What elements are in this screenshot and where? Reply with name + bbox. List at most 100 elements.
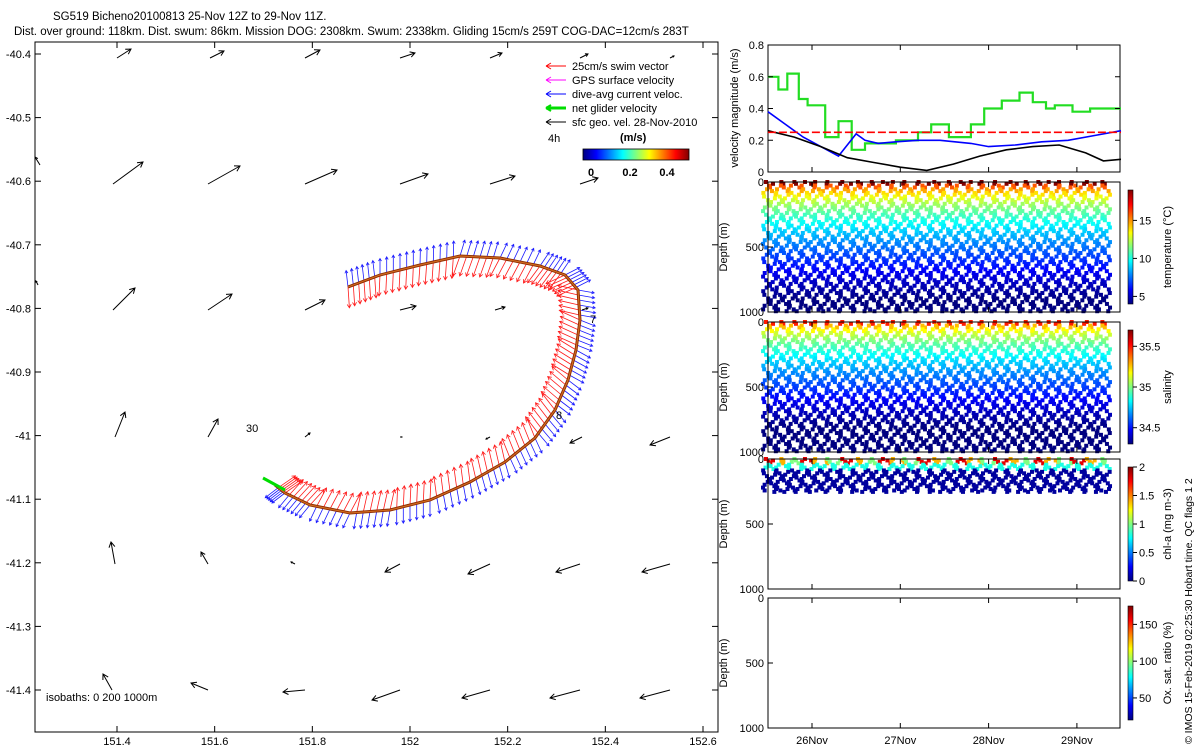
profile-point	[885, 458, 890, 463]
annotation-30: 30	[246, 423, 258, 435]
profile-point	[1069, 212, 1074, 217]
profile-point	[984, 327, 989, 332]
profile-point	[796, 192, 801, 197]
dac-vector	[344, 269, 349, 288]
profile-point	[823, 294, 828, 299]
profile-point	[903, 194, 908, 199]
profile-point	[851, 485, 856, 490]
profile-point	[1001, 461, 1006, 466]
profile-point	[868, 307, 873, 312]
profile-point	[928, 381, 933, 386]
profile-point	[1050, 309, 1055, 314]
profile-point	[1064, 189, 1069, 194]
profile-point	[884, 369, 889, 374]
profile-point	[761, 209, 766, 214]
y-tick-label: -40.4	[6, 49, 31, 61]
swim-vector	[531, 267, 545, 285]
profile-point	[902, 390, 907, 395]
profile-point	[870, 214, 875, 219]
profile-point	[1017, 449, 1022, 454]
profile-point	[1005, 349, 1010, 354]
profile-point	[954, 187, 959, 192]
profile-point	[816, 327, 821, 332]
profile-point	[967, 374, 972, 379]
profile-point	[922, 185, 927, 190]
swim-vector	[336, 491, 347, 511]
profile-point	[854, 440, 859, 445]
profile-point	[1082, 321, 1087, 326]
profile-point	[999, 464, 1004, 469]
profile-point	[1105, 481, 1110, 486]
profile-point	[788, 183, 793, 188]
profile-point	[1084, 411, 1089, 415]
profile-point	[1012, 358, 1017, 363]
profile-point	[909, 361, 914, 366]
profile-point	[807, 192, 812, 197]
profile-point	[949, 325, 954, 330]
dac-vector	[459, 239, 466, 257]
profile-point	[795, 405, 800, 410]
profile-point	[842, 338, 847, 343]
profile-point	[880, 212, 885, 217]
profile-point	[984, 429, 989, 434]
profile-point	[928, 443, 933, 448]
profile-point	[1052, 240, 1057, 245]
profile-point	[826, 381, 831, 386]
profile-point	[813, 212, 818, 217]
profile-point	[922, 409, 927, 414]
profile-point	[989, 210, 994, 215]
profile-point	[896, 445, 901, 450]
profile-point	[966, 287, 971, 292]
profile-point	[863, 469, 868, 474]
profile-point	[935, 185, 940, 190]
profile-point	[916, 385, 921, 390]
profile-point	[768, 185, 773, 190]
profile-point	[972, 447, 977, 452]
profile-point	[1048, 367, 1053, 372]
profile-point	[807, 489, 812, 494]
profile-point	[855, 352, 860, 357]
profile-point	[1091, 427, 1096, 432]
profile-point	[832, 427, 837, 432]
profile-point	[872, 461, 877, 466]
profile-point	[1099, 488, 1104, 493]
profile-point	[804, 400, 809, 405]
profile-point	[812, 338, 817, 343]
swim-vector	[558, 325, 579, 336]
profile-point	[833, 343, 838, 348]
profile-point	[788, 323, 793, 328]
profile-point	[798, 347, 803, 352]
profile-point	[832, 380, 837, 385]
profile-point	[1073, 356, 1078, 361]
profile-point	[950, 358, 955, 363]
profile-point	[1056, 301, 1061, 306]
profile-point	[894, 378, 899, 383]
dac-vector	[421, 501, 426, 520]
profile-point	[1082, 471, 1087, 476]
profile-point	[800, 436, 805, 441]
profile-point	[970, 400, 975, 405]
profile-point	[1057, 356, 1062, 361]
profile-point	[787, 205, 792, 210]
profile-point	[1089, 325, 1094, 330]
profile-point	[987, 481, 992, 486]
profile-point	[987, 258, 992, 263]
swim-vector	[557, 330, 578, 341]
profile-point	[1051, 336, 1056, 341]
profile-point	[777, 260, 782, 265]
profile-point	[1106, 350, 1111, 355]
profile-point	[814, 260, 819, 265]
profile-point	[817, 392, 822, 397]
profile-point	[1071, 296, 1076, 301]
profile-point	[1040, 298, 1045, 303]
profile-point	[777, 194, 782, 199]
profile-point	[903, 403, 908, 408]
profile-point	[787, 238, 792, 243]
profile-point	[840, 418, 845, 423]
profile-point	[854, 227, 859, 232]
profile-point	[915, 485, 920, 490]
profile-point	[1026, 336, 1031, 341]
profile-point	[938, 229, 943, 234]
profile-point	[1095, 482, 1100, 487]
profile-point	[1012, 461, 1017, 466]
